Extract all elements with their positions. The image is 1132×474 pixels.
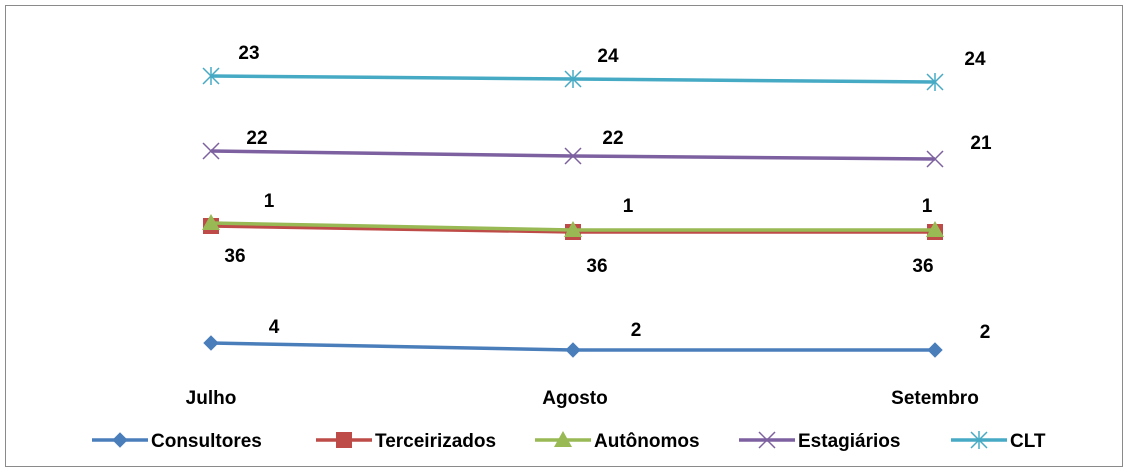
legend-label-consultores: Consultores: [151, 431, 262, 452]
data-label-clt-2: 24: [597, 46, 619, 67]
legend-terceirizados-marker-1: [336, 432, 352, 448]
category-label-setembro: Setembro: [891, 388, 979, 409]
legend-label-estagiarios: Estagiários: [798, 431, 900, 452]
series-consultores: [203, 335, 943, 358]
data-label-consultores-1: 4: [269, 317, 280, 338]
legend-estagiarios-marker-1: [758, 431, 776, 449]
legend: Consultores Terceirizados Autônomos Estagiá…: [92, 431, 1046, 452]
data-label-terceirizados-2: 36: [586, 256, 607, 277]
category-axis: Julho Agosto Setembro: [186, 388, 979, 409]
estagiarios-marker-2: [564, 147, 582, 165]
legend-item-clt: CLT: [951, 431, 1046, 452]
autonomos-marker-1: [202, 214, 220, 230]
consultores-marker-1: [203, 335, 219, 351]
legend-autonomos-marker-1: [554, 431, 572, 447]
data-label-terceirizados-1: 36: [224, 246, 245, 267]
legend-item-autonomos: Autônomos: [535, 431, 700, 452]
data-label-consultores-2: 2: [631, 320, 642, 341]
data-label-estagiarios-2: 22: [602, 128, 623, 149]
autonomos-marker-2: [564, 221, 582, 237]
legend-item-consultores: Consultores: [92, 431, 262, 452]
consultores-marker-2: [565, 342, 581, 358]
estagiarios-marker-1: [202, 142, 220, 160]
data-label-clt-3: 24: [964, 49, 986, 70]
data-label-estagiarios-1: 22: [246, 128, 267, 149]
clt-marker-3: [926, 73, 944, 91]
data-label-terceirizados-3: 36: [912, 256, 933, 277]
category-label-julho: Julho: [186, 388, 237, 409]
series-autonomos: [202, 214, 944, 237]
legend-item-terceirizados: Terceirizados: [316, 431, 496, 452]
category-label-agosto: Agosto: [542, 388, 607, 409]
clt-marker-2: [564, 70, 582, 88]
legend-label-terceirizados: Terceirizados: [375, 431, 496, 452]
clt-marker-1: [202, 67, 220, 85]
series-estagiarios: [202, 142, 944, 168]
legend-consultores-marker-1: [112, 432, 128, 448]
data-label-autonomos-1: 1: [264, 191, 275, 212]
legend-clt-marker-1: [970, 431, 988, 449]
legend-item-estagiarios: Estagiários: [739, 431, 900, 452]
estagiarios-marker-3: [926, 150, 944, 168]
consultores-marker-3: [927, 342, 943, 358]
series-layer: [202, 67, 944, 358]
data-label-consultores-3: 2: [980, 322, 991, 343]
data-label-autonomos-3: 1: [922, 196, 933, 217]
series-clt: [202, 67, 944, 91]
autonomos-marker-3: [926, 221, 944, 237]
legend-label-clt: CLT: [1010, 431, 1046, 452]
legend-label-autonomos: Autônomos: [594, 431, 700, 452]
data-label-clt-1: 23: [238, 43, 259, 64]
data-label-autonomos-2: 1: [623, 196, 634, 217]
data-label-estagiarios-3: 21: [970, 133, 992, 154]
